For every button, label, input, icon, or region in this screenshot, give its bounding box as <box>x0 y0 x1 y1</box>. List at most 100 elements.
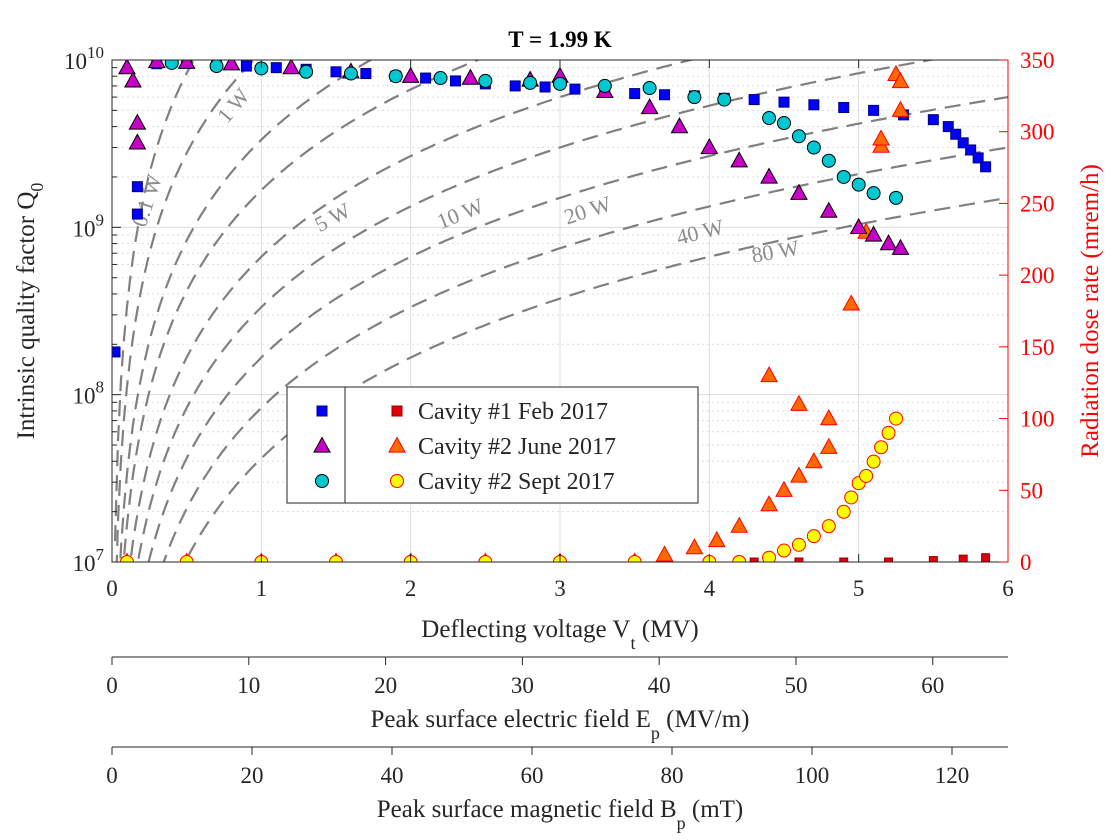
secondary-tick-label: 0 <box>106 763 118 788</box>
dose-point <box>707 530 726 548</box>
y-axis-label: Intrinsic quality factor Q0 <box>13 183 47 440</box>
q0-point <box>509 80 521 92</box>
y2-tick-label: 300 <box>1020 120 1055 145</box>
q0-point <box>762 111 777 126</box>
data-markers <box>112 60 992 562</box>
q0-point <box>128 133 147 150</box>
dose-point <box>821 519 836 534</box>
legend: Cavity #1 Feb 2017 Cavity #2 June 2017 Cav… <box>286 386 699 504</box>
dose-point <box>760 366 778 383</box>
q0-point <box>777 116 791 131</box>
x-tick-label: 2 <box>405 576 417 601</box>
dose-point <box>836 504 851 519</box>
q0-point <box>123 71 142 88</box>
power-contour-line <box>136 60 937 562</box>
q0-point <box>950 128 962 140</box>
q0-point <box>128 113 147 130</box>
dose-point <box>627 555 642 562</box>
secondary-tick-label: 0 <box>106 673 118 698</box>
q0-point <box>808 99 820 111</box>
q0-point <box>401 66 420 83</box>
x-tick-label: 3 <box>554 576 566 601</box>
dose-point <box>791 537 806 552</box>
q0-point <box>553 76 567 91</box>
q0-point <box>222 60 241 71</box>
secondary-tick-label: 40 <box>648 673 671 698</box>
q0-point <box>461 68 480 85</box>
q0-point <box>748 94 760 106</box>
q0-point <box>270 62 282 74</box>
dose-point <box>762 550 777 562</box>
y-tick-label: 108 <box>73 378 105 409</box>
y-tick-label: 109 <box>73 210 105 241</box>
legend-entry-label: Cavity #2 June 2017 <box>418 434 616 460</box>
dose-point <box>981 553 991 562</box>
q0-point <box>849 217 868 234</box>
q0-point <box>478 73 493 88</box>
secondary-tick-label: 50 <box>784 673 807 698</box>
legend-q0-marker <box>313 436 331 453</box>
dose-point <box>839 557 849 562</box>
q0-point <box>164 60 179 70</box>
q0-point <box>717 92 732 107</box>
dose-point <box>872 129 890 146</box>
q0-point <box>791 129 806 144</box>
dose-point <box>884 557 894 562</box>
power-contour-line <box>147 96 1008 562</box>
power-contour-line <box>183 196 1008 562</box>
dose-point <box>928 556 938 562</box>
q0-point <box>299 64 314 79</box>
q0-point <box>836 169 851 184</box>
dose-point <box>866 454 881 469</box>
power-contour-line <box>129 60 695 562</box>
dose-point <box>804 452 823 469</box>
secondary-tick-label: 10 <box>237 673 260 698</box>
dose-point <box>119 555 134 562</box>
q0-point <box>523 75 538 90</box>
q0-point <box>942 121 954 133</box>
q0-point <box>972 152 984 164</box>
q0-point <box>957 137 969 149</box>
secondary-tick-label: 120 <box>935 763 970 788</box>
dose-point <box>790 394 808 411</box>
secondary-tick-label: 80 <box>661 763 684 788</box>
y2-tick-label: 200 <box>1020 263 1055 288</box>
x-tick-label: 0 <box>106 576 118 601</box>
q0-point <box>659 89 671 101</box>
x-tick-label: 5 <box>853 576 865 601</box>
dose-point <box>859 468 874 483</box>
q0-point <box>360 68 372 80</box>
dose-point <box>730 516 749 533</box>
q0-point <box>131 181 143 193</box>
y2-tick-label: 100 <box>1020 407 1055 432</box>
chart-title: T = 1.99 K <box>508 27 612 52</box>
q0-point <box>240 60 252 72</box>
x-axis-label: Deflecting voltage Vt (MV) <box>421 616 698 653</box>
secondary-tick-label: 40 <box>381 763 404 788</box>
dose-point <box>685 538 704 555</box>
q0-point <box>851 177 866 192</box>
y-tick-label: 107 <box>73 545 105 576</box>
power-contours <box>113 60 1008 562</box>
q0-point <box>790 183 808 200</box>
dose-point <box>806 529 821 544</box>
q0-point <box>118 60 136 75</box>
q0-point <box>569 83 581 95</box>
secondary-tick-label: 60 <box>521 763 544 788</box>
dose-point <box>478 555 493 562</box>
dose-point <box>891 100 910 117</box>
dose-point <box>749 557 759 562</box>
y2-tick-label: 0 <box>1020 550 1032 575</box>
q0-point <box>112 346 121 358</box>
dose-point <box>844 490 859 505</box>
y2-tick-label: 50 <box>1020 478 1043 503</box>
dose-point <box>958 554 968 562</box>
dose-point <box>732 555 747 562</box>
legend-dose-marker <box>388 436 406 453</box>
q0-point <box>209 60 224 74</box>
x-tick-label: 6 <box>1002 576 1014 601</box>
q0-point <box>330 66 342 78</box>
x-tick-label: 4 <box>704 576 716 601</box>
y-tick-label: 1010 <box>64 43 104 74</box>
